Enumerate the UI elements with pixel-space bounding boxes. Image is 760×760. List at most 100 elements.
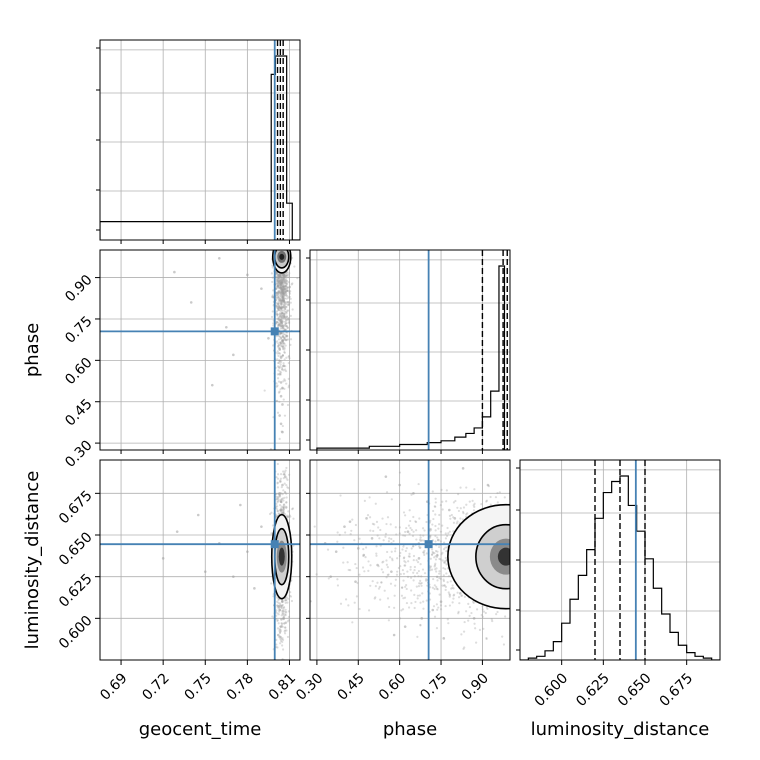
density-point	[431, 550, 434, 554]
density-point	[279, 318, 282, 321]
density-point	[278, 290, 281, 293]
density-point	[277, 605, 280, 608]
contour-level	[279, 253, 285, 260]
density-point	[279, 321, 282, 324]
density-point	[276, 314, 279, 317]
density-point	[282, 285, 285, 288]
density-point	[279, 492, 283, 495]
density-point	[280, 638, 283, 641]
density-point	[417, 569, 420, 573]
density-point	[413, 569, 416, 572]
density-point	[287, 322, 291, 325]
density-point	[282, 287, 285, 290]
sample-point	[283, 475, 287, 478]
density-point	[289, 591, 292, 594]
density-point	[284, 291, 287, 295]
density-point	[490, 618, 493, 621]
density-point	[441, 584, 444, 587]
density-point	[435, 570, 438, 573]
density-point	[279, 507, 283, 510]
density-point	[281, 347, 285, 351]
density-point	[283, 286, 286, 290]
density-point	[278, 359, 281, 362]
density-point	[271, 276, 274, 279]
density-point	[282, 299, 285, 302]
density-point	[279, 315, 282, 318]
density-point	[489, 503, 492, 506]
density-point	[284, 284, 287, 287]
density-point	[279, 327, 282, 330]
density-point	[275, 320, 279, 324]
density-point	[386, 597, 390, 600]
density-point	[279, 341, 282, 344]
density-point	[277, 293, 280, 296]
density-point	[282, 285, 286, 288]
density-point	[277, 361, 280, 365]
density-point	[369, 529, 372, 532]
density-point	[289, 314, 292, 317]
density-point	[478, 628, 482, 631]
sample-point	[406, 530, 410, 533]
y-axis-label-phase: phase	[22, 323, 43, 377]
density-point	[277, 622, 280, 625]
density-point	[277, 305, 281, 308]
density-point	[285, 514, 289, 517]
density-point	[367, 609, 371, 612]
density-point	[281, 297, 285, 300]
density-point	[336, 584, 340, 587]
density-point	[418, 546, 421, 550]
density-point	[285, 315, 288, 318]
density-point	[279, 625, 282, 628]
panel-frame	[309, 249, 511, 451]
density-point	[282, 342, 286, 345]
density-point	[279, 373, 282, 376]
density-point	[278, 370, 282, 373]
density-point	[276, 286, 280, 289]
density-point	[444, 537, 448, 540]
density-point	[430, 553, 434, 557]
density-point	[410, 528, 413, 531]
density-point	[394, 584, 397, 587]
density-point	[282, 606, 285, 610]
density-point	[279, 604, 282, 607]
density-point	[280, 312, 283, 316]
density-point	[287, 318, 290, 321]
density-point	[282, 278, 285, 281]
density-point	[420, 539, 424, 542]
density-point	[282, 292, 285, 295]
density-point	[287, 615, 291, 619]
density-point	[291, 308, 294, 311]
density-point	[280, 299, 283, 302]
sample-point	[232, 575, 235, 578]
density-point	[278, 319, 281, 322]
density-point	[280, 286, 283, 289]
density-point	[279, 639, 283, 643]
density-point	[459, 486, 462, 489]
density-point	[387, 540, 390, 543]
density-point	[278, 286, 282, 289]
density-point	[282, 278, 285, 281]
density-point	[425, 599, 428, 602]
density-point	[283, 351, 286, 354]
density-point	[287, 276, 290, 279]
density-point	[281, 603, 284, 607]
density-point	[279, 341, 283, 344]
sample-point	[279, 625, 283, 628]
density-point	[284, 286, 287, 290]
density-point	[419, 601, 422, 604]
density-point	[281, 321, 284, 325]
density-point	[280, 283, 283, 286]
density-point	[429, 565, 433, 568]
sample-point	[412, 492, 415, 495]
density-point	[448, 604, 452, 607]
density-point	[411, 534, 415, 537]
density-point	[275, 305, 278, 308]
density-point	[279, 274, 282, 277]
density-point	[375, 552, 378, 555]
density-point	[277, 275, 280, 278]
sample-point	[472, 617, 476, 620]
density-point	[400, 586, 404, 589]
density-point	[404, 514, 407, 517]
density-point	[449, 517, 452, 520]
sample-point	[348, 520, 352, 523]
